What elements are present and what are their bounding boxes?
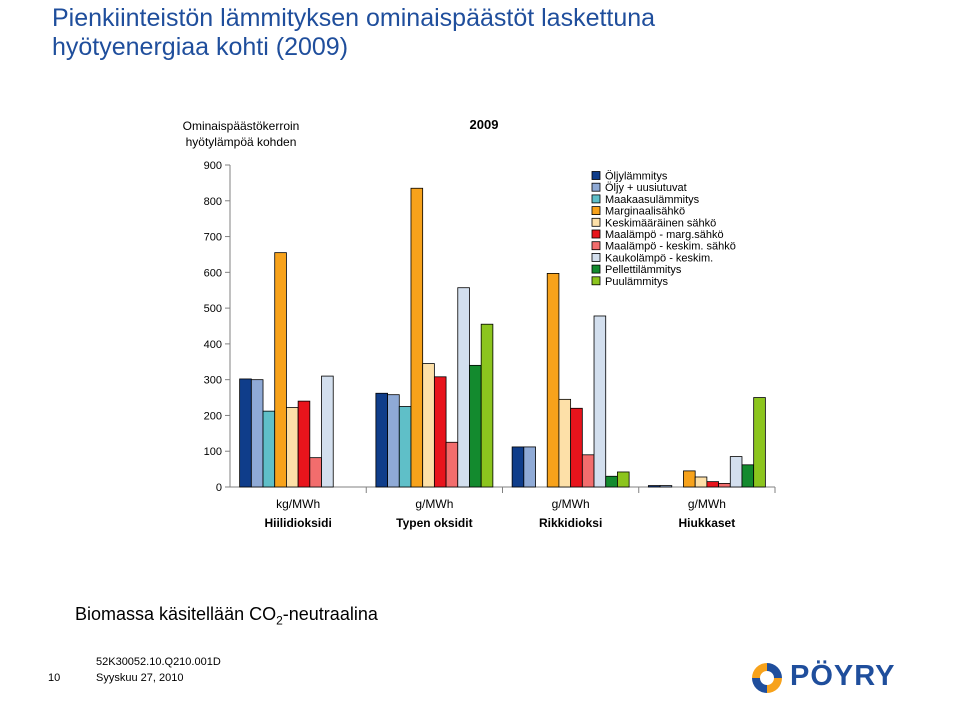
bar-8-1: [321, 375, 334, 488]
bar-10-3: [617, 471, 630, 488]
note-subscript: 2: [276, 613, 283, 628]
y-tick-label: 100: [204, 446, 222, 458]
bar-6-1: [297, 400, 311, 488]
y-tick-label: 700: [204, 232, 222, 244]
note-suffix: -neutraalina: [282, 604, 378, 624]
legend-label-2: Öljy + uusiutuvat: [605, 182, 687, 194]
legend-swatch-1: [591, 171, 601, 180]
bar-5-1: [286, 407, 299, 488]
bar-6-2: [433, 376, 447, 488]
footer-date: Syyskuu 27, 2010: [96, 672, 184, 684]
y-axis-label-line2: hyötylämpöä kohden: [186, 135, 297, 149]
y-tick-label: 200: [204, 410, 222, 422]
bar-7-2: [445, 441, 459, 488]
legend-swatch-9: [591, 264, 601, 274]
legend-swatch-7: [591, 241, 601, 251]
chart-title: 2009: [470, 117, 499, 132]
poyry-logo-text: PÖYRY: [790, 660, 896, 692]
y-tick-label: 800: [204, 196, 222, 208]
bar-7-4: [718, 483, 731, 488]
legend-label-9: Pellettilämmitys: [605, 264, 682, 276]
legend-swatch-10: [591, 276, 601, 286]
y-tick-label: 900: [204, 160, 222, 172]
bar-5-4: [694, 476, 708, 488]
bar-10-4: [753, 397, 766, 488]
category-unit-label: kg/MWh: [276, 497, 320, 511]
slide-title-line1: Pienkiinteistön lämmityksen ominaispääst…: [52, 4, 656, 32]
note-prefix: Biomassa käsitellään CO: [75, 604, 277, 624]
category-unit-label: g/MWh: [688, 497, 726, 511]
bar-2-3: [523, 446, 536, 488]
bar-3-1: [262, 410, 276, 488]
legend-label-3: Maakaasulämmitys: [605, 194, 700, 206]
y-tick-label: 300: [204, 375, 222, 387]
legend-label-5: Keskimääräinen sähkö: [605, 217, 716, 229]
bar-1-2: [375, 392, 388, 488]
bar-2-4: [659, 485, 673, 488]
bar-5-3: [558, 398, 572, 488]
bar-3-2: [398, 406, 412, 488]
bar-8-3: [593, 315, 607, 488]
bar-4-1: [274, 252, 287, 488]
bar-8-4: [729, 456, 743, 488]
legend-swatch-4: [591, 206, 601, 216]
legend-label-7: Maalämpö - keskim. sähkö: [605, 241, 736, 253]
bar-4-4: [683, 470, 696, 488]
legend-label-4: Marginaalisähkö: [605, 206, 685, 218]
y-tick-label: 400: [204, 339, 222, 351]
bar-7-3: [581, 454, 595, 488]
legend-swatch-2: [591, 182, 601, 192]
legend-swatch-5: [591, 217, 601, 227]
y-tick-label: 500: [204, 303, 222, 315]
slide-title-line2: hyötyenergiaa kohti (2009): [52, 33, 349, 61]
biomass-note: Biomassa käsitellään CO2-neutraalina: [75, 604, 378, 628]
bar-9-2: [469, 364, 482, 488]
bar-1-4: [647, 485, 661, 488]
bar-6-4: [706, 481, 719, 488]
bar-8-2: [457, 287, 470, 488]
category-label: Hiilidioksidi: [264, 516, 331, 530]
legend-label-10: Puulämmitys: [605, 276, 668, 288]
bar-5-2: [422, 363, 435, 488]
slide-title: Pienkiinteistön lämmityksen ominaispääst…: [52, 4, 932, 62]
y-tick-label: 600: [204, 267, 222, 279]
category-label: Rikkidioksi: [539, 516, 602, 530]
bar-1-3: [511, 446, 525, 488]
category-label: Typen oksidit: [396, 516, 472, 530]
bar-9-4: [741, 464, 755, 488]
y-tick-label: 0: [216, 482, 222, 494]
bar-1-1: [239, 378, 252, 488]
bar-7-1: [309, 457, 322, 488]
poyry-logo-icon: [752, 663, 782, 693]
category-unit-label: g/MWh: [415, 497, 453, 511]
legend-swatch-6: [591, 229, 601, 239]
bar-4-2: [410, 187, 424, 488]
legend-swatch-3: [591, 194, 601, 204]
category-unit-label: g/MWh: [552, 497, 590, 511]
category-label: Hiukkaset: [679, 516, 736, 530]
bar-4-3: [546, 273, 560, 488]
legend-label-8: Kaukolämpö - keskim.: [605, 252, 713, 264]
bar-6-3: [570, 407, 583, 488]
bar-9-3: [605, 475, 618, 488]
legend-swatch-8: [591, 252, 601, 262]
legend-label-1: Öljylämmitys: [605, 171, 668, 183]
bar-2-2: [387, 394, 400, 488]
y-axis-label-line1: Ominaispäästökerroin: [183, 119, 300, 133]
bar-10-2: [480, 323, 494, 488]
bar-2-1: [250, 379, 264, 488]
legend-label-6: Maalämpö - marg.sähkö: [605, 229, 724, 241]
page-number: 10: [48, 672, 61, 684]
footer-document-code: 52K30052.10.Q210.001D: [96, 656, 221, 668]
